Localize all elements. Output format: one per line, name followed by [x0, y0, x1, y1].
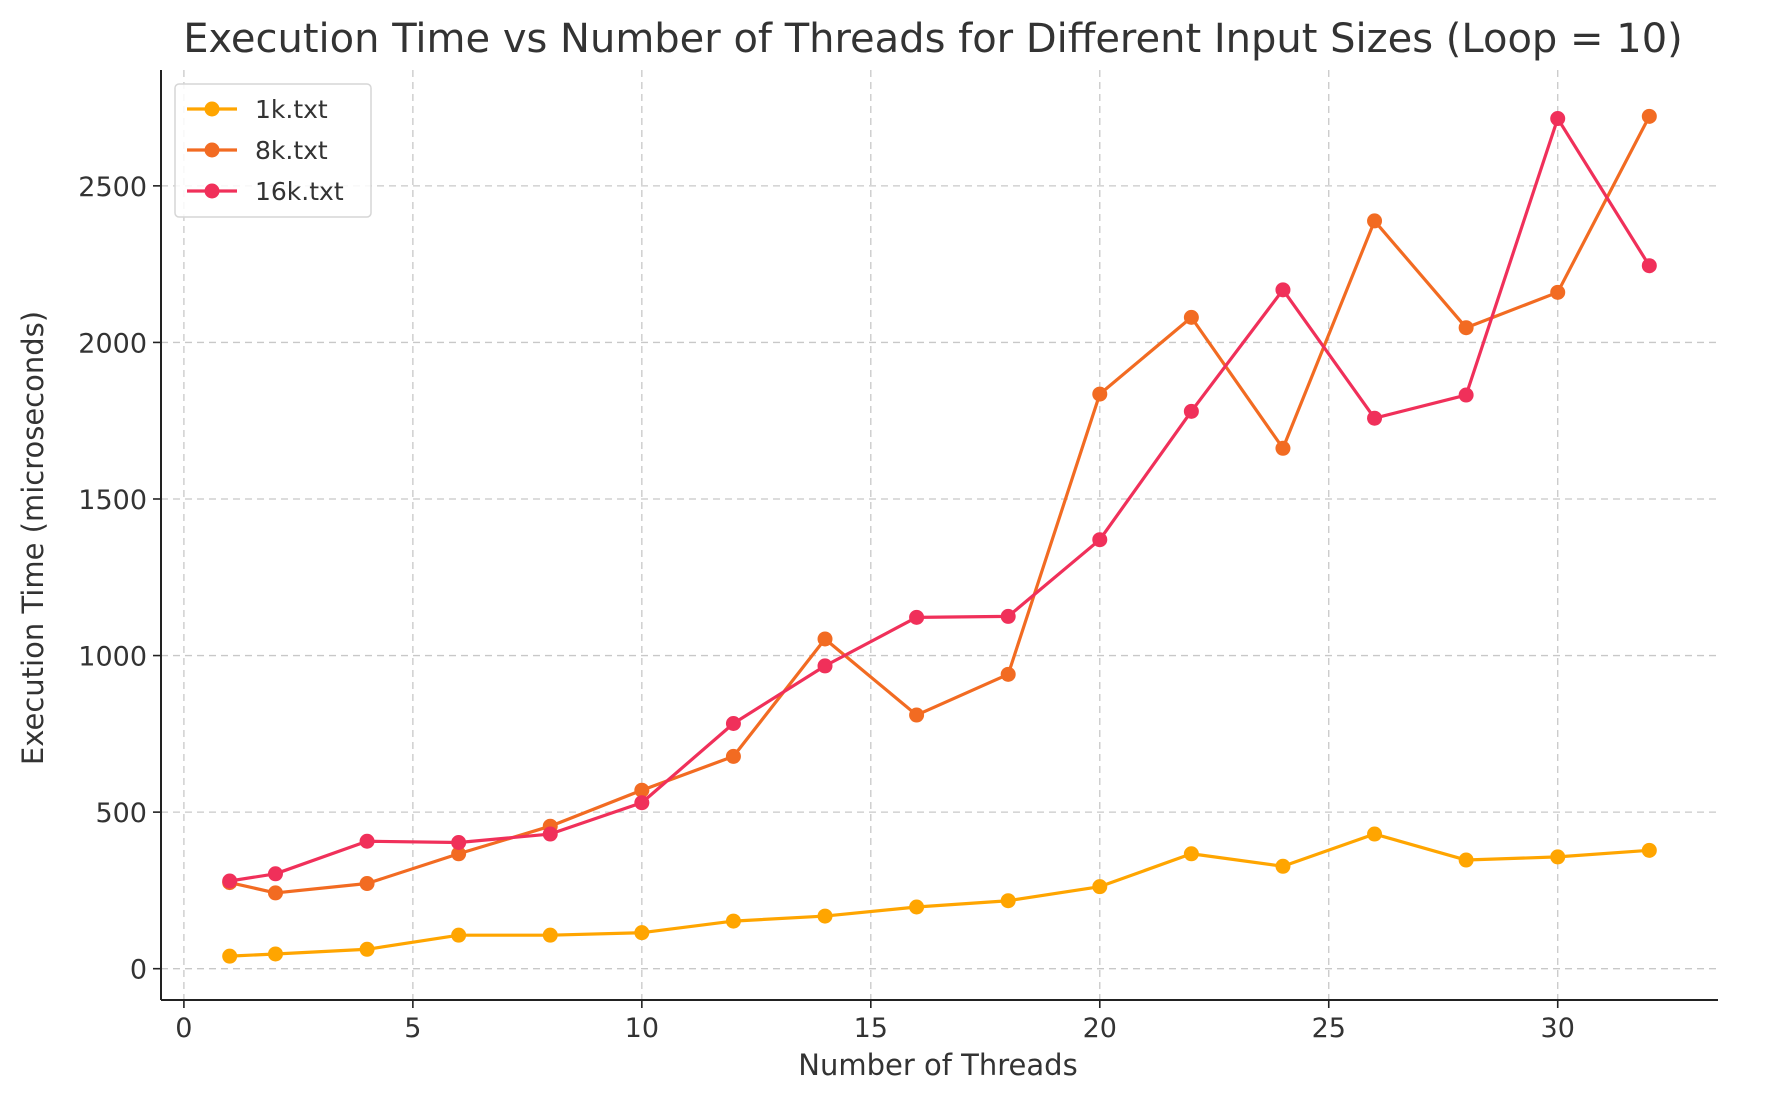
x-tick-label: 15 — [854, 1013, 888, 1044]
data-point — [1458, 320, 1474, 336]
x-tick-label: 10 — [625, 1013, 659, 1044]
data-point — [1641, 258, 1657, 274]
series-line — [229, 832, 1650, 958]
x-tick-label: 30 — [1541, 1013, 1575, 1044]
data-point — [1092, 879, 1108, 895]
data-point — [1183, 403, 1199, 419]
data-point — [817, 658, 833, 674]
data-point — [909, 609, 925, 625]
series-line — [229, 116, 1651, 883]
legend-item: 16k.txt — [187, 177, 344, 206]
data-point — [1458, 852, 1474, 868]
data-point — [1367, 826, 1383, 842]
data-point — [359, 833, 375, 849]
data-point — [1000, 893, 1016, 909]
data-point — [634, 925, 650, 941]
data-point — [725, 748, 741, 764]
data-point — [222, 873, 238, 889]
data-point — [1458, 387, 1474, 403]
data-point — [725, 913, 741, 929]
y-tick-label: 0 — [130, 955, 147, 986]
x-tick-label: 25 — [1312, 1013, 1346, 1044]
legend-marker — [204, 183, 220, 199]
legend-marker — [204, 142, 220, 158]
data-point — [1550, 111, 1566, 127]
y-tick-label: 1000 — [78, 642, 147, 673]
data-point — [267, 946, 283, 962]
data-point — [1000, 608, 1016, 624]
axes: 0 5 10 15 20 25 30 0 500 1000 1500 2000 2500 — [78, 70, 1718, 1044]
data-point — [1641, 108, 1657, 124]
data-point — [1092, 386, 1108, 402]
data-point — [1183, 309, 1199, 325]
series-16k.txt — [222, 111, 1657, 889]
legend-item: 8k.txt — [187, 136, 328, 165]
data-point — [542, 927, 558, 943]
data-point — [1000, 666, 1016, 682]
legend-label: 8k.txt — [255, 136, 328, 165]
data-point — [359, 941, 375, 957]
data-point — [634, 795, 650, 811]
series-1k.txt — [222, 826, 1657, 964]
data-point — [451, 846, 467, 862]
chart-title: Execution Time vs Number of Threads for … — [183, 16, 1683, 62]
legend-marker — [204, 101, 220, 117]
data-point — [1275, 858, 1291, 874]
data-point — [542, 826, 558, 842]
x-tick-label: 0 — [175, 1013, 192, 1044]
data-point — [1092, 532, 1108, 548]
x-tick-label: 20 — [1083, 1013, 1117, 1044]
y-tick-label: 500 — [95, 798, 147, 829]
legend-box — [174, 83, 372, 218]
data-point — [725, 716, 741, 732]
data-point — [1275, 440, 1291, 456]
x-axis-label: Number of Threads — [798, 1048, 1077, 1082]
y-tick-label: 2000 — [78, 328, 147, 359]
data-point — [359, 876, 375, 892]
data-point — [1367, 213, 1383, 229]
data-point — [1275, 282, 1291, 298]
series-group — [222, 108, 1657, 964]
data-point — [267, 866, 283, 882]
data-point — [817, 631, 833, 647]
data-point — [1183, 846, 1199, 862]
series-line — [229, 115, 1651, 895]
series-8k.txt — [222, 108, 1657, 901]
data-point — [222, 948, 238, 964]
y-tick-label: 2500 — [78, 172, 147, 203]
data-point — [817, 908, 833, 924]
data-point — [451, 834, 467, 850]
y-tick-label: 1500 — [78, 485, 147, 516]
y-axis-label: Execution Time (microseconds) — [16, 311, 50, 765]
data-point — [267, 885, 283, 901]
data-point — [451, 927, 467, 943]
data-point — [634, 782, 650, 798]
legend-label: 1k.txt — [255, 95, 328, 124]
legend-label: 16k.txt — [255, 177, 344, 206]
legend: 1k.txt 8k.txt 16k.txt — [174, 83, 372, 218]
data-point — [1641, 842, 1657, 858]
gridlines — [161, 70, 1718, 1000]
legend-item: 1k.txt — [187, 95, 328, 124]
data-point — [909, 899, 925, 915]
data-point — [909, 707, 925, 723]
x-tick-label: 5 — [404, 1013, 421, 1044]
data-point — [1550, 284, 1566, 300]
data-point — [1367, 410, 1383, 426]
data-point — [1550, 849, 1566, 865]
